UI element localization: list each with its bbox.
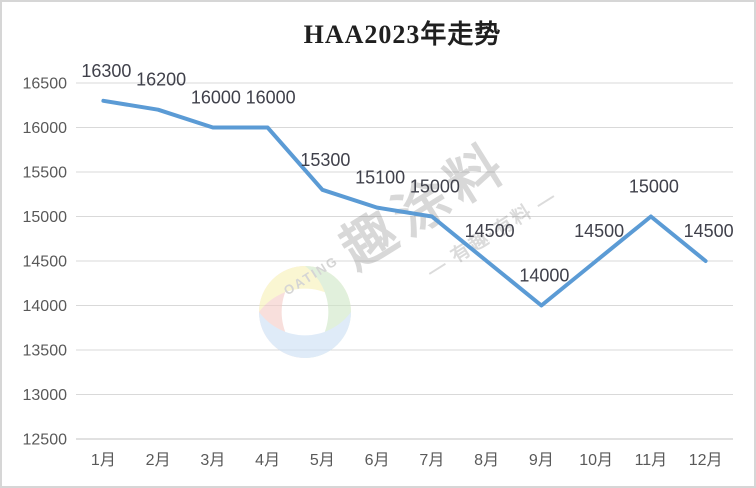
- x-axis-label: 11月: [635, 452, 668, 469]
- data-label: 16000: [191, 88, 241, 108]
- x-axis-label: 8月: [474, 452, 499, 469]
- y-axis-label: 13000: [23, 387, 68, 404]
- y-axis-label: 15000: [23, 209, 68, 226]
- x-axis-label: 9月: [529, 452, 554, 469]
- data-label: 15100: [355, 168, 405, 188]
- watermark-logo-swirl-icon: [259, 266, 351, 358]
- chart-title: HAA2023年走势: [303, 20, 502, 49]
- data-label: 14000: [519, 266, 569, 286]
- x-axis-label: 3月: [200, 452, 225, 469]
- data-label: 15300: [300, 150, 350, 170]
- x-axis-label: 2月: [146, 452, 171, 469]
- data-label: 14500: [465, 221, 515, 241]
- data-label: 15000: [410, 177, 460, 197]
- data-label: 16000: [246, 88, 296, 108]
- trend-line: [101, 98, 708, 308]
- y-axis-label: 16000: [23, 120, 68, 137]
- x-axis-label: 4月: [255, 452, 280, 469]
- data-label: 16200: [136, 70, 186, 90]
- x-axis-label: 7月: [419, 452, 444, 469]
- y-axis-label: 16500: [23, 76, 68, 93]
- x-axis-label: 12月: [689, 452, 723, 469]
- x-axis-label: 6月: [365, 452, 390, 469]
- y-axis-label: 12500: [23, 432, 68, 449]
- y-axis-label: 15500: [23, 165, 68, 182]
- x-axis-label: 1月: [91, 452, 116, 469]
- logo-crescent-blue-icon: [259, 312, 351, 358]
- x-axis-label: 5月: [310, 452, 335, 469]
- y-axis-label: 13500: [23, 343, 68, 360]
- data-label: 14500: [574, 221, 624, 241]
- x-axis-label: 10月: [579, 452, 613, 469]
- watermark-logo: OATING: [245, 252, 365, 372]
- y-axis-label: 14500: [23, 254, 68, 271]
- y-axis-label: 14000: [23, 298, 68, 315]
- data-label: 14500: [684, 221, 734, 241]
- data-label: 16300: [81, 61, 131, 81]
- data-label: 15000: [629, 177, 679, 197]
